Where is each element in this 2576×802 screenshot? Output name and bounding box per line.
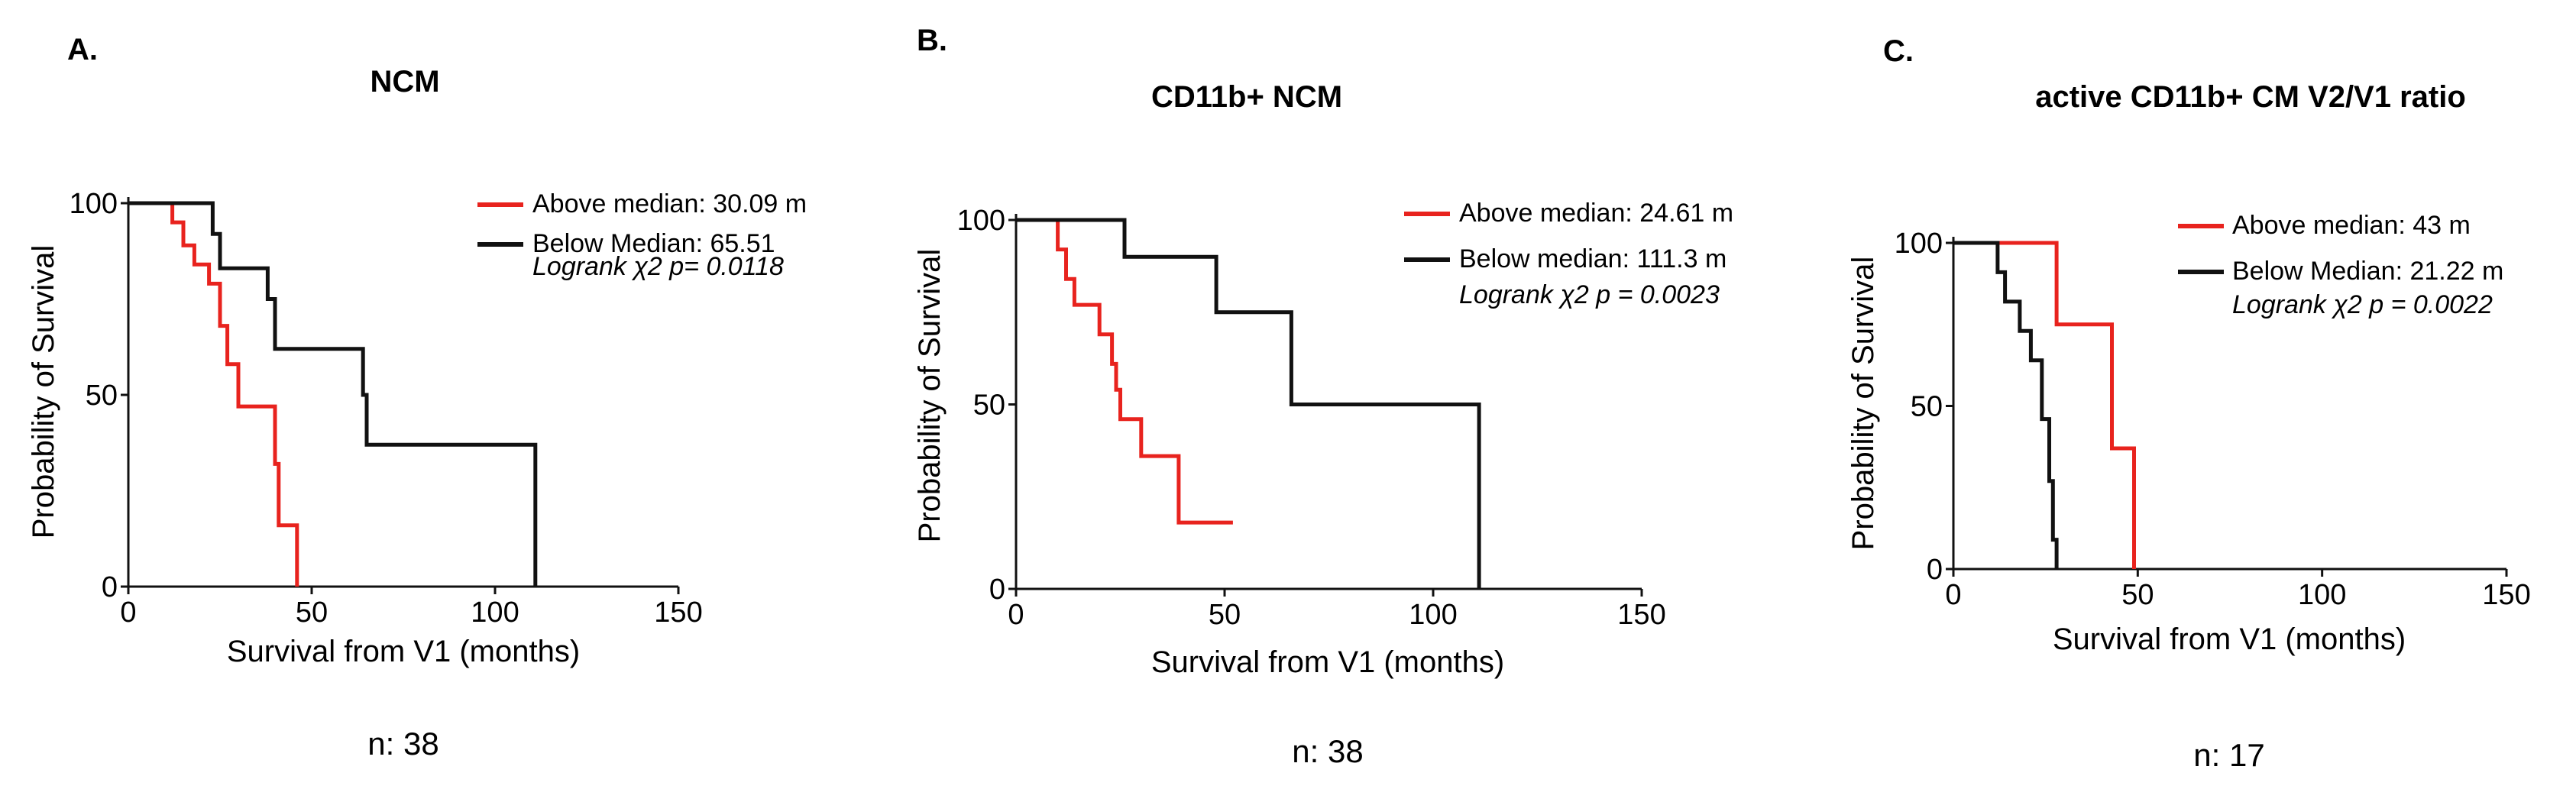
- y-tick-label: 100: [1895, 228, 1943, 260]
- x-tick-label: 50: [1209, 599, 1241, 631]
- y-tick-label: 0: [989, 574, 1005, 606]
- sample-size-label: n: 38: [367, 726, 439, 762]
- legend-entry: Below median: 111.3 m: [1459, 244, 1727, 273]
- series-above-median-curve: [128, 201, 299, 587]
- legend-entry: Below Median: 65.51: [532, 229, 775, 258]
- x-tick-label: 50: [2121, 579, 2154, 611]
- panel-letter: A.: [67, 33, 98, 66]
- panel-c: C. active CD11b+ CM V2/V1 ratio 0 50 100 150 0…: [1846, 34, 2531, 773]
- y-tick-label: 100: [70, 188, 118, 220]
- panel-a: A. NCM 0 50 100 150 0 50 100 Probability of Survi…: [27, 33, 807, 762]
- y-tick-label: 0: [102, 571, 118, 603]
- logrank-annotation: Logrank χ2 p = 0.0023: [1459, 280, 1720, 309]
- legend-entry: Below Median: 21.22 m: [2232, 257, 2503, 286]
- x-axis-label: Survival from V1 (months): [227, 635, 580, 668]
- legend-entry: Above median: 43 m: [2232, 211, 2471, 240]
- y-tick-label: 50: [973, 390, 1005, 422]
- chart-title: CD11b+ NCM: [1151, 80, 1342, 114]
- x-tick-label: 0: [1945, 579, 1961, 611]
- x-tick-label: 100: [2298, 579, 2346, 611]
- series-above-median-curve: [1953, 241, 2136, 569]
- legend-entry: Above median: 24.61 m: [1459, 199, 1733, 228]
- chart-title: NCM: [370, 65, 439, 99]
- series-below-median-curve: [128, 201, 538, 587]
- x-tick-label: 100: [1409, 599, 1457, 631]
- x-tick-label: 100: [471, 597, 519, 629]
- logrank-annotation: Logrank χ2 p= 0.0118: [532, 252, 784, 281]
- logrank-annotation: Logrank χ2 p = 0.0022: [2232, 290, 2493, 319]
- sample-size-label: n: 38: [1292, 733, 1363, 769]
- x-tick-label: 50: [296, 597, 328, 629]
- x-tick-label: 150: [1617, 599, 1665, 631]
- x-axis-label: Survival from V1 (months): [1151, 645, 1504, 679]
- x-tick-label: 0: [1008, 599, 1024, 631]
- series-above-median-curve: [1016, 218, 1233, 525]
- series-below-median-curve: [1016, 218, 1481, 589]
- y-axis-label: Probability of Survival: [27, 245, 60, 539]
- y-axis-label: Probability of Survival: [913, 249, 947, 543]
- x-tick-label: 0: [120, 597, 136, 629]
- y-tick-label: 100: [957, 205, 1005, 237]
- y-tick-label: 0: [1927, 554, 1943, 586]
- sample-size-label: n: 17: [2193, 737, 2264, 773]
- legend-entry: Above median: 30.09 m: [532, 189, 807, 218]
- panel-letter: B.: [917, 24, 947, 57]
- panel-b: B. CD11b+ NCM 0 50 100 150 0 50 100 Probability o…: [913, 24, 1733, 769]
- y-tick-label: 50: [1911, 391, 1943, 423]
- y-axis-label: Probability of Survival: [1846, 257, 1880, 551]
- chart-title: active CD11b+ CM V2/V1 ratio: [2035, 80, 2466, 114]
- series-below-median-curve: [1953, 241, 2059, 569]
- x-tick-label: 150: [2482, 579, 2530, 611]
- x-axis-label: Survival from V1 (months): [2053, 623, 2406, 656]
- y-tick-label: 50: [86, 380, 118, 412]
- panel-letter: C.: [1883, 34, 1914, 68]
- x-tick-label: 150: [654, 597, 702, 629]
